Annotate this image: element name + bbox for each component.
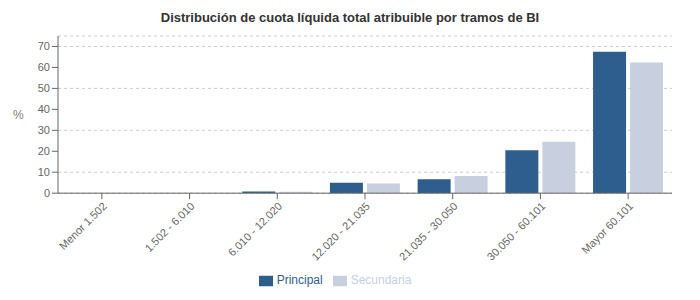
svg-text:Menor 1.502: Menor 1.502	[57, 200, 109, 252]
html-text:Secundaria: Secundaria	[350, 273, 412, 288]
html-text:Principal: Principal	[276, 273, 323, 288]
svg-text:60: 60	[38, 61, 50, 73]
svg-text:30: 30	[38, 124, 50, 136]
svg-text:6.010 - 12.020: 6.010 - 12.020	[226, 200, 285, 259]
svg-text:0: 0	[44, 187, 50, 199]
svg-text:30.050 - 60.101: 30.050 - 60.101	[485, 200, 548, 263]
svg-text:40: 40	[38, 103, 50, 115]
svg-text:50: 50	[38, 82, 50, 94]
svg-text:70: 70	[38, 40, 50, 52]
svg-text:10: 10	[38, 166, 50, 178]
svg-text:1.502 - 6.010: 1.502 - 6.010	[142, 200, 196, 254]
html-text:Distribución de cuota líquida: Distribución de cuota líquida total atri…	[160, 10, 540, 25]
svg-text:Mayor 60.101: Mayor 60.101	[579, 200, 635, 256]
svg-text:20: 20	[38, 145, 50, 157]
svg-text:21.035 - 30.050: 21.035 - 30.050	[397, 200, 460, 263]
svg-text:%: %	[13, 108, 24, 122]
svg-text:12.020 - 21.035: 12.020 - 21.035	[309, 200, 372, 263]
